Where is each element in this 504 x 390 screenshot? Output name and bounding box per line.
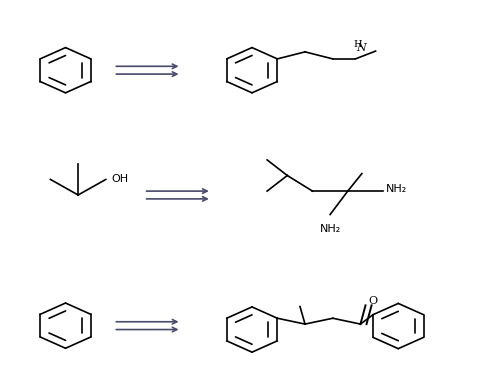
Text: O: O — [368, 296, 377, 307]
Text: NH₂: NH₂ — [320, 224, 341, 234]
Text: NH₂: NH₂ — [386, 184, 407, 194]
Text: OH: OH — [111, 174, 128, 184]
Text: H: H — [354, 39, 362, 49]
Text: N: N — [357, 43, 366, 53]
